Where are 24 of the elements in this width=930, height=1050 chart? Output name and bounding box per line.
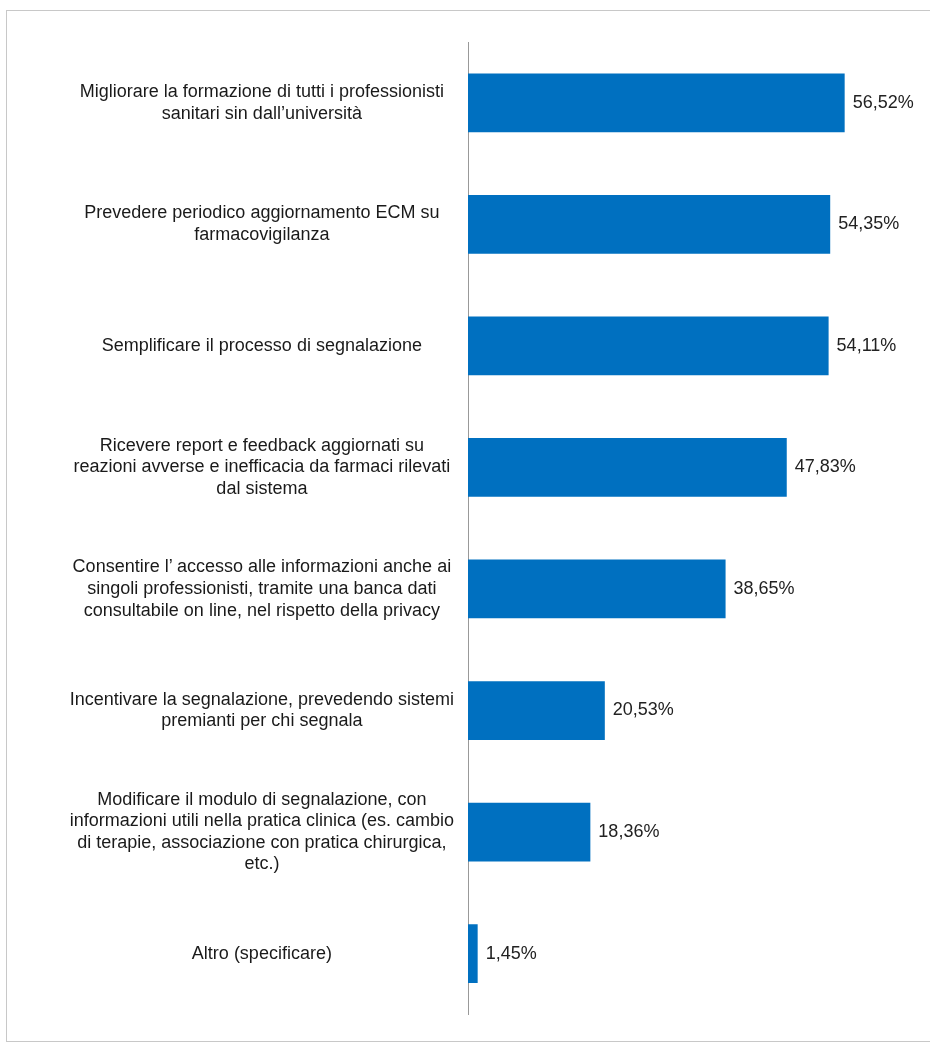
y-tick-label: Ricevere report e feedback aggiornati su reazioni avverse e inefficacia da farmaci rilevati dal sistema xyxy=(73,434,451,498)
data-label: 38,65% xyxy=(733,577,795,598)
bar xyxy=(468,559,726,619)
y-tick-label: Altro (specificare) xyxy=(191,942,332,963)
bar xyxy=(468,802,591,862)
data-label: 18,36% xyxy=(598,821,660,842)
y-tick-label: Semplificare il processo di segnalazione xyxy=(101,334,422,355)
data-label: 47,83% xyxy=(794,456,856,477)
data-label: 1,45% xyxy=(485,942,537,963)
data-label: 54,35% xyxy=(838,213,900,234)
bar xyxy=(468,681,605,740)
data-label: 20,53% xyxy=(612,699,674,720)
bar xyxy=(468,438,787,497)
bar xyxy=(468,73,845,133)
data-label: 56,52% xyxy=(852,91,914,112)
y-tick-label: Modificare il modulo di segnalazione, con informazioni utili nella pratica clinica (es. cambio di terapie, associazione con pratica chirurgica, etc.) xyxy=(69,788,454,874)
y-tick-label: Migliorare la formazione di tutti i professionisti sanitari sin dall’università xyxy=(79,80,444,123)
y-tick-label: Prevedere periodico aggiornamento ECM su farmacovigilanza xyxy=(84,202,440,245)
y-tick-label: Consentire l’ accesso alle informazioni anche ai singoli professionisti, tramite una banca dati consultabile on line, nel rispetto della privacy xyxy=(72,556,452,620)
data-label: 54,11% xyxy=(836,334,897,355)
bar xyxy=(468,316,829,376)
y-tick-label: Incentivare la segnalazione, prevedendo sistemi premianti per chi segnala xyxy=(69,688,454,731)
bar xyxy=(468,924,478,984)
bar xyxy=(468,194,831,254)
